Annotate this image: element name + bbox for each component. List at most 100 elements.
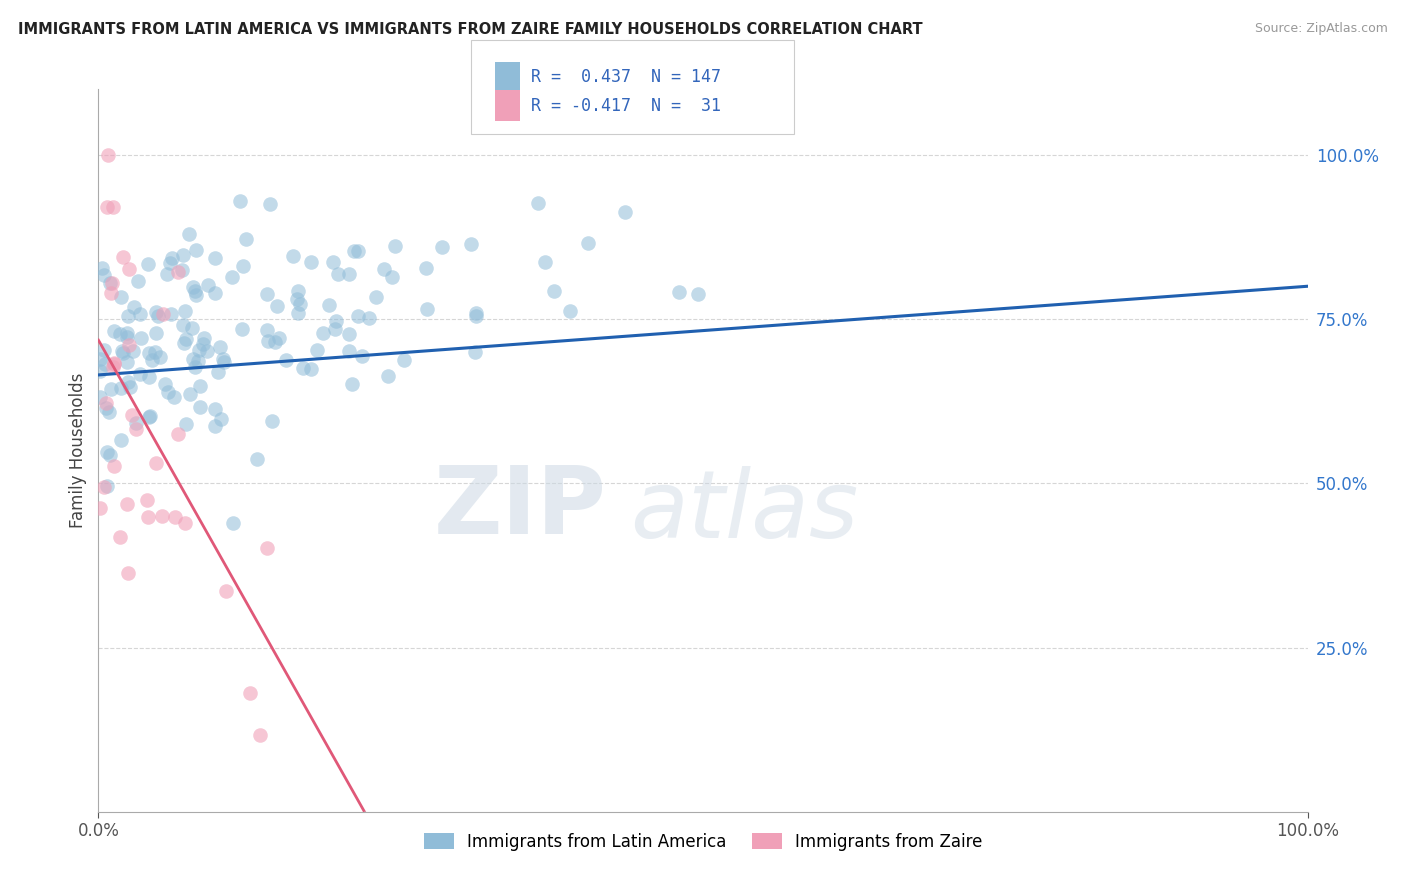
- Point: [174, 516, 197, 530]
- Point: [415, 261, 437, 276]
- Point: [299, 255, 322, 269]
- Point: [93, 268, 115, 283]
- Point: [527, 196, 550, 211]
- Point: [305, 343, 328, 357]
- Point: [118, 261, 141, 276]
- Point: [152, 509, 174, 524]
- Point: [256, 323, 278, 337]
- Point: [558, 303, 581, 318]
- Point: [146, 309, 169, 323]
- Point: [138, 346, 160, 360]
- Text: Source: ZipAtlas.com: Source: ZipAtlas.com: [1254, 22, 1388, 36]
- Point: [101, 201, 124, 215]
- Point: [256, 334, 278, 348]
- Point: [222, 516, 245, 530]
- Point: [464, 306, 486, 320]
- Point: [614, 205, 637, 219]
- Point: [129, 331, 152, 345]
- Point: [534, 255, 557, 269]
- Point: [195, 343, 218, 358]
- Point: [100, 383, 122, 397]
- Point: [207, 365, 229, 379]
- Point: [117, 309, 139, 323]
- Point: [508, 112, 530, 127]
- Point: [346, 244, 368, 258]
- Point: [91, 260, 114, 275]
- Point: [172, 247, 194, 261]
- Point: [249, 728, 271, 742]
- Point: [100, 285, 122, 300]
- Point: [117, 497, 139, 511]
- Point: [145, 305, 167, 319]
- Point: [139, 409, 162, 424]
- Point: [103, 459, 125, 474]
- Point: [110, 381, 132, 395]
- Text: R =  0.437  N = 147: R = 0.437 N = 147: [531, 68, 721, 86]
- Text: atlas: atlas: [630, 467, 859, 558]
- Point: [337, 326, 360, 341]
- Point: [103, 356, 125, 370]
- Point: [181, 351, 204, 366]
- Point: [228, 194, 250, 208]
- Point: [167, 427, 190, 442]
- Point: [208, 340, 231, 354]
- Point: [122, 344, 145, 359]
- Point: [101, 359, 124, 374]
- Point: [89, 500, 111, 515]
- Point: [103, 357, 125, 371]
- Point: [188, 378, 211, 392]
- Point: [160, 307, 183, 321]
- Point: [343, 244, 366, 258]
- Point: [153, 376, 176, 391]
- Point: [152, 307, 174, 321]
- Point: [416, 302, 439, 317]
- Point: [377, 368, 399, 383]
- Point: [110, 290, 132, 304]
- Point: [100, 276, 122, 290]
- Point: [103, 324, 125, 338]
- Point: [96, 445, 118, 459]
- Point: [117, 376, 139, 390]
- Point: [326, 267, 349, 281]
- Point: [323, 322, 346, 336]
- Point: [159, 256, 181, 270]
- Point: [180, 321, 202, 335]
- Point: [118, 379, 141, 393]
- Point: [322, 254, 344, 268]
- Point: [93, 343, 115, 357]
- Point: [381, 270, 404, 285]
- Point: [337, 268, 360, 282]
- Point: [464, 345, 486, 359]
- Point: [167, 265, 190, 279]
- Point: [364, 290, 387, 304]
- Point: [337, 344, 360, 359]
- Point: [94, 401, 117, 416]
- Point: [190, 400, 212, 414]
- Point: [465, 309, 488, 323]
- Point: [193, 331, 215, 345]
- Point: [117, 355, 139, 369]
- Point: [232, 260, 254, 274]
- Point: [287, 284, 309, 298]
- Point: [89, 391, 111, 405]
- Point: [204, 401, 226, 416]
- Point: [127, 274, 149, 288]
- Point: [235, 232, 257, 246]
- Point: [184, 284, 207, 298]
- Point: [350, 349, 373, 363]
- Point: [312, 326, 335, 340]
- Point: [204, 251, 226, 265]
- Point: [287, 306, 309, 320]
- Point: [172, 318, 194, 332]
- Point: [125, 422, 148, 436]
- Point: [292, 360, 315, 375]
- Point: [264, 334, 287, 349]
- Point: [209, 411, 232, 425]
- Point: [357, 311, 380, 326]
- Point: [143, 345, 166, 359]
- Point: [93, 479, 115, 493]
- Point: [299, 362, 322, 376]
- Point: [384, 239, 406, 253]
- Point: [117, 566, 139, 581]
- Point: [98, 405, 121, 419]
